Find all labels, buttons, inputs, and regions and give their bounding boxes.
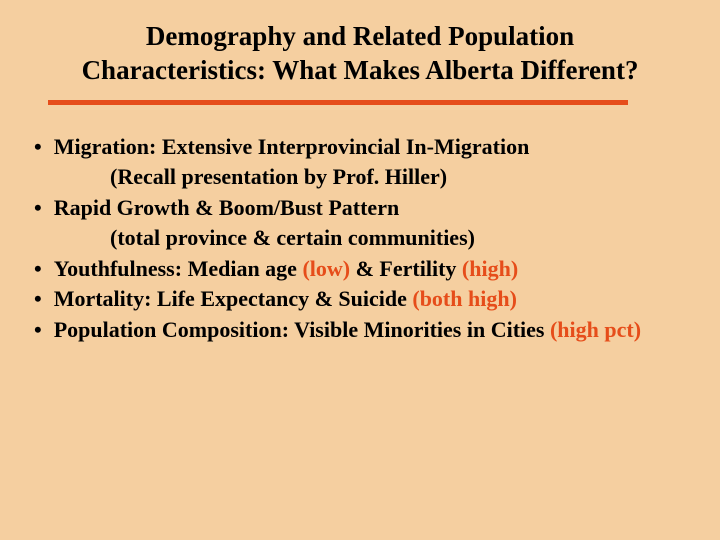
title-divider bbox=[48, 100, 628, 105]
highlight-text: (high) bbox=[462, 256, 518, 281]
bullet-marker: • bbox=[34, 133, 42, 162]
bullet-text: Migration: Extensive Interprovincial In-… bbox=[54, 133, 530, 162]
bullet-subtext: (total province & certain communities) bbox=[34, 224, 700, 253]
bullet-text: Youthfulness: Median age (low) & Fertili… bbox=[54, 255, 518, 284]
highlight-text: (both high) bbox=[412, 286, 517, 311]
bullet-item: • Youthfulness: Median age (low) & Ferti… bbox=[34, 255, 700, 284]
bullet-text-part: Youthfulness: Median age bbox=[54, 256, 303, 281]
bullet-item: • Rapid Growth & Boom/Bust Pattern bbox=[34, 194, 700, 223]
bullet-marker: • bbox=[34, 255, 42, 284]
bullet-text: Mortality: Life Expectancy & Suicide (bo… bbox=[54, 285, 517, 314]
bullet-item: • Mortality: Life Expectancy & Suicide (… bbox=[34, 285, 700, 314]
bullet-subtext: (Recall presentation by Prof. Hiller) bbox=[34, 163, 700, 192]
bullet-text-part: Population Composition: Visible Minoriti… bbox=[54, 317, 550, 342]
slide-title: Demography and Related Population Charac… bbox=[20, 20, 700, 88]
bullet-marker: • bbox=[34, 194, 42, 223]
bullet-item: • Migration: Extensive Interprovincial I… bbox=[34, 133, 700, 162]
bullet-item: • Population Composition: Visible Minori… bbox=[34, 316, 700, 345]
bullet-text-part: Mortality: Life Expectancy & Suicide bbox=[54, 286, 413, 311]
title-line-1: Demography and Related Population bbox=[146, 21, 574, 51]
bullet-marker: • bbox=[34, 316, 42, 345]
bullet-list: • Migration: Extensive Interprovincial I… bbox=[20, 133, 700, 345]
bullet-text: Rapid Growth & Boom/Bust Pattern bbox=[54, 194, 400, 223]
highlight-text: (low) bbox=[302, 256, 350, 281]
title-line-2: Characteristics: What Makes Alberta Diff… bbox=[82, 55, 639, 85]
bullet-text-part: & Fertility bbox=[350, 256, 462, 281]
bullet-marker: • bbox=[34, 285, 42, 314]
highlight-text: (high pct) bbox=[550, 317, 641, 342]
bullet-text: Population Composition: Visible Minoriti… bbox=[54, 316, 641, 345]
